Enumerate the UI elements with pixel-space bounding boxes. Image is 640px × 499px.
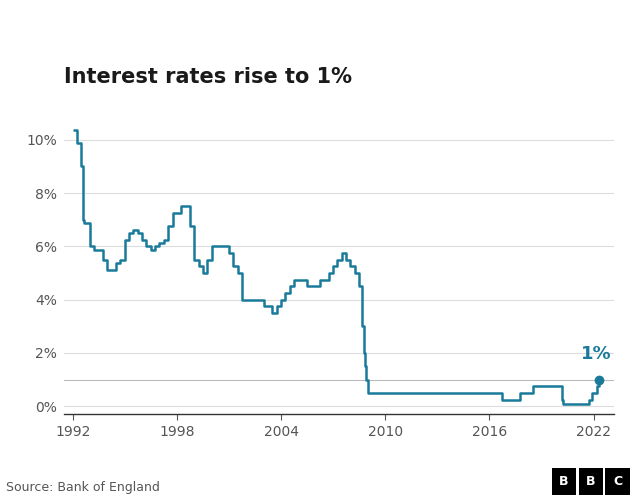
Text: Source: Bank of England: Source: Bank of England [6, 481, 160, 494]
Text: B: B [559, 475, 568, 488]
Text: C: C [613, 475, 622, 488]
Text: 1%: 1% [581, 345, 612, 363]
Text: Interest rates rise to 1%: Interest rates rise to 1% [64, 67, 352, 87]
Text: B: B [586, 475, 595, 488]
